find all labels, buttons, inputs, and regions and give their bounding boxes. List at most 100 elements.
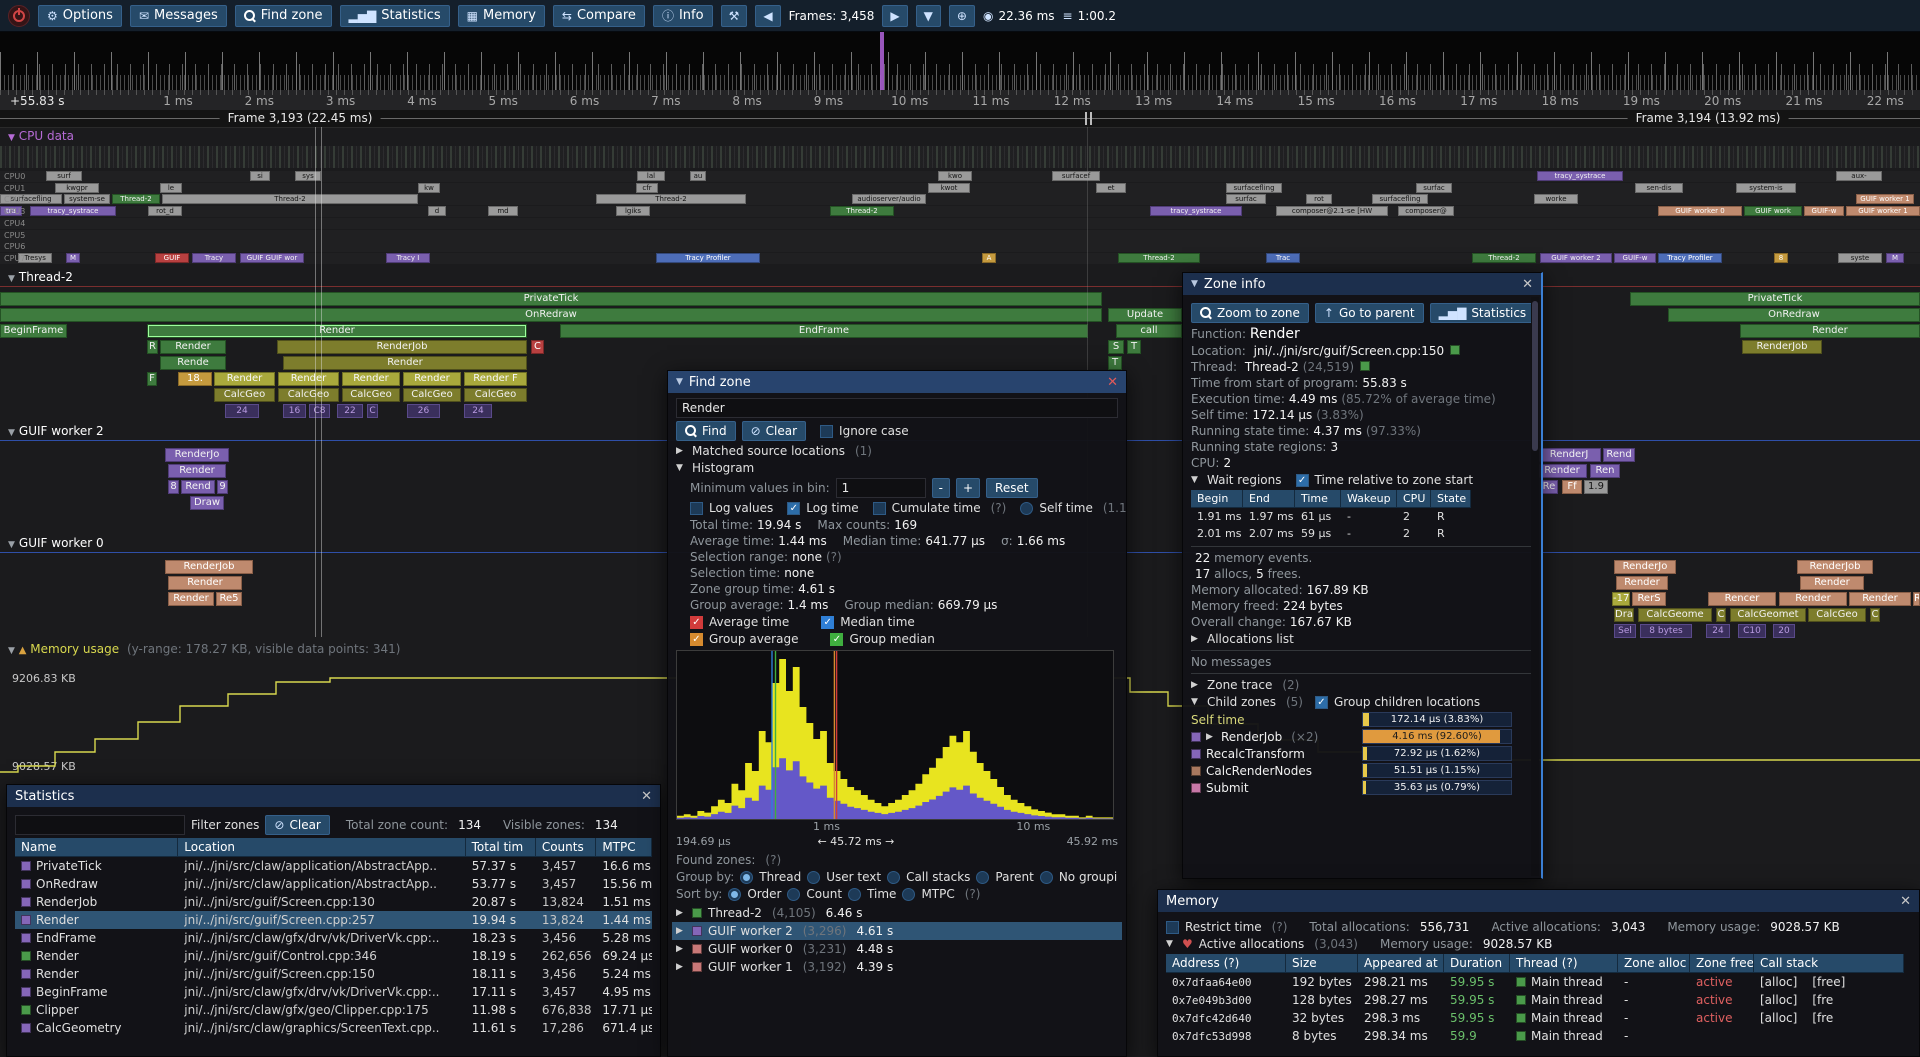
timeline-zone[interactable]: 8 bbox=[168, 480, 179, 494]
group-children-checkbox[interactable]: ✓ bbox=[1314, 695, 1328, 709]
zone-group-row[interactable]: ▶ Thread-2 (4,105) 6.46 s bbox=[672, 904, 1122, 922]
table-row[interactable]: BeginFrame jni/../jni/src/claw/gfx/drv/vk… bbox=[15, 983, 652, 1001]
cpu-zone[interactable]: GUIF-w bbox=[1614, 252, 1656, 263]
cpu-zone[interactable]: tra bbox=[0, 206, 22, 217]
thread-header[interactable]: ▼ GUIF worker 2 bbox=[8, 424, 104, 438]
timeline-zone[interactable]: Render bbox=[283, 356, 527, 370]
clear-filter-button[interactable]: ⊘ Clear bbox=[265, 815, 330, 835]
cpu-data-header[interactable]: ▼ CPU data bbox=[8, 129, 74, 143]
find-zone-histogram[interactable] bbox=[676, 650, 1114, 820]
column-header[interactable]: Zone alloc bbox=[1618, 954, 1690, 973]
timeline-zone[interactable]: Render bbox=[147, 324, 527, 338]
compare-button[interactable]: ⇆ Compare bbox=[552, 4, 645, 27]
cpu-zone[interactable]: surfacefling bbox=[0, 194, 62, 205]
cpu-zone[interactable]: Thread-2 bbox=[1472, 252, 1536, 263]
column-header[interactable]: Zone free bbox=[1690, 954, 1754, 973]
memory-button[interactable]: ▦ Memory bbox=[457, 4, 545, 27]
reset-button[interactable]: Reset bbox=[986, 478, 1038, 498]
cpu-zone[interactable]: system-se bbox=[64, 194, 110, 205]
timeline-zone[interactable]: Render bbox=[168, 464, 226, 478]
timeline-zone[interactable]: CalcGeo bbox=[214, 388, 275, 402]
cpu-zone[interactable]: Tracy I bbox=[386, 252, 430, 263]
timeline-zone[interactable]: Render bbox=[1849, 592, 1911, 606]
cpu-zone[interactable]: kwgpr bbox=[55, 182, 99, 193]
find-zone-button[interactable]: Find zone bbox=[234, 4, 332, 27]
timeline-zone[interactable]: EndFrame bbox=[560, 324, 1088, 338]
thread-header[interactable]: ▼ GUIF worker 0 bbox=[8, 536, 104, 550]
free-link[interactable]: [free] bbox=[1812, 975, 1846, 989]
cpu-zone[interactable]: kw bbox=[418, 182, 440, 193]
timeline-zone[interactable]: Render bbox=[1779, 592, 1847, 606]
timeline-zone[interactable]: call bbox=[1116, 324, 1182, 338]
cpu-zone[interactable]: A bbox=[982, 252, 996, 263]
table-row[interactable]: OnRedraw jni/../jni/src/claw/application/… bbox=[15, 875, 652, 893]
timeline-zone[interactable]: R bbox=[1913, 592, 1920, 606]
timeline-zone[interactable]: Render bbox=[1800, 576, 1864, 590]
find-zone-titlebar[interactable]: ▼ Find zone ✕ bbox=[668, 371, 1126, 393]
timeline-zone[interactable]: Ren bbox=[1590, 464, 1620, 478]
timeline-zone[interactable]: RenderJo bbox=[1614, 560, 1676, 574]
column-header[interactable]: Appeared at bbox=[1358, 954, 1444, 973]
timeline-zone[interactable]: 16 bbox=[283, 404, 306, 418]
cpu-zone[interactable]: md bbox=[488, 206, 518, 217]
cpu-zone[interactable]: audioserver/audio bbox=[852, 194, 926, 205]
cpu-zone[interactable]: composer@ bbox=[1398, 206, 1454, 217]
cpu-zone[interactable]: tracy_systrace bbox=[30, 206, 116, 217]
sort-by-option-time[interactable] bbox=[848, 887, 862, 901]
timeline-zone[interactable]: 9 bbox=[217, 480, 228, 494]
table-row[interactable]: PrivateTick jni/../jni/src/claw/applicati… bbox=[15, 857, 652, 875]
relative-time-checkbox[interactable]: ✓ bbox=[1295, 473, 1309, 487]
timeline-zone[interactable]: T bbox=[1108, 356, 1122, 370]
timeline-zone[interactable]: OnRedraw bbox=[0, 308, 1102, 322]
go-to-parent-button[interactable]: ↑ Go to parent bbox=[1314, 303, 1424, 323]
sort-by-option-count[interactable] bbox=[787, 887, 801, 901]
table-row[interactable]: RenderJob jni/../jni/src/guif/Screen.cpp:… bbox=[15, 893, 652, 911]
timeline-zone[interactable]: PrivateTick bbox=[1630, 292, 1920, 306]
column-header[interactable]: State bbox=[1431, 490, 1471, 508]
group-by-option-no-groupi[interactable] bbox=[1039, 870, 1053, 884]
find-zone-search-input[interactable] bbox=[676, 398, 1118, 418]
group-by-option-parent[interactable] bbox=[976, 870, 990, 884]
column-header[interactable]: MTPC bbox=[596, 838, 652, 857]
free-link[interactable]: [fre bbox=[1812, 993, 1834, 1007]
find-button[interactable]: Find bbox=[676, 421, 736, 441]
table-row[interactable]: CalcGeometry jni/../jni/src/claw/graphics… bbox=[15, 1019, 652, 1037]
wait-regions-expander[interactable]: ▼ Wait regions ✓ Time relative to zone star… bbox=[1191, 473, 1533, 487]
column-header[interactable]: Call stack bbox=[1754, 954, 1904, 973]
cpu-zone[interactable]: surf bbox=[46, 171, 82, 181]
timeline-zone[interactable]: RenderJob bbox=[277, 340, 527, 354]
table-row[interactable]: 0x7dfaa64e00 192 bytes 298.21 ms 59.95 s Mai… bbox=[1166, 973, 1911, 991]
timeline-zone[interactable]: CalcGeomet bbox=[1730, 608, 1806, 622]
sort-by-option-order[interactable] bbox=[728, 887, 742, 901]
timeline-zone[interactable]: 24 bbox=[225, 404, 259, 418]
timeline-zone[interactable]: Render bbox=[168, 576, 242, 590]
cumulate-time-checkbox[interactable] bbox=[872, 501, 886, 515]
zone-statistics-button[interactable]: ▂▅▇ Statistics bbox=[1429, 303, 1536, 323]
zone-group-row[interactable]: ▶ GUIF worker 2 (3,296) 4.61 s bbox=[672, 922, 1122, 940]
clear-button[interactable]: ⊘ Clear bbox=[741, 421, 807, 441]
cpu-zone[interactable]: le bbox=[160, 182, 182, 193]
timeline-zone[interactable]: Rend bbox=[181, 480, 215, 494]
timeline-zone[interactable]: S bbox=[1108, 340, 1124, 354]
timeline-zone[interactable]: RenderJob bbox=[1797, 560, 1873, 574]
cpu-zone[interactable]: aux- bbox=[1836, 171, 1882, 181]
close-icon[interactable]: ✕ bbox=[1107, 374, 1118, 390]
memory-usage-header[interactable]: ▼ ▲ Memory usage (y-range: 178.27 KB, vi… bbox=[8, 642, 401, 656]
table-row[interactable]: EndFrame jni/../jni/src/claw/gfx/drv/vk/D… bbox=[15, 929, 652, 947]
next-frame-button[interactable]: ▶ bbox=[882, 4, 908, 27]
statistics-button[interactable]: ▂▅▇ Statistics bbox=[339, 4, 450, 27]
alloc-link[interactable]: [alloc] bbox=[1760, 993, 1798, 1007]
timeline-zone[interactable]: C10 bbox=[1738, 624, 1766, 638]
timeline-zone[interactable]: 8 bytes bbox=[1640, 624, 1692, 638]
timeline-zone[interactable]: 24 bbox=[464, 404, 492, 418]
cpu-zone[interactable]: surfac bbox=[1416, 182, 1452, 193]
timeline-zone[interactable]: CalcGeo bbox=[278, 388, 339, 402]
cpu-zone[interactable]: GUIF worker 1 bbox=[1856, 194, 1914, 205]
timeline-zone[interactable]: Re5 bbox=[216, 592, 242, 606]
cpu-zone[interactable]: tracy_systrace bbox=[1150, 206, 1242, 217]
cpu-zone[interactable]: lal bbox=[637, 171, 665, 181]
timeline-zone[interactable]: Render bbox=[214, 372, 275, 386]
child-zone-row[interactable]: RecalcTransform 72.92 µs (1.62%) bbox=[1191, 746, 1533, 761]
cpu-zone[interactable]: GUIF-w bbox=[1804, 206, 1844, 217]
column-header[interactable]: Wakeup bbox=[1341, 490, 1397, 508]
